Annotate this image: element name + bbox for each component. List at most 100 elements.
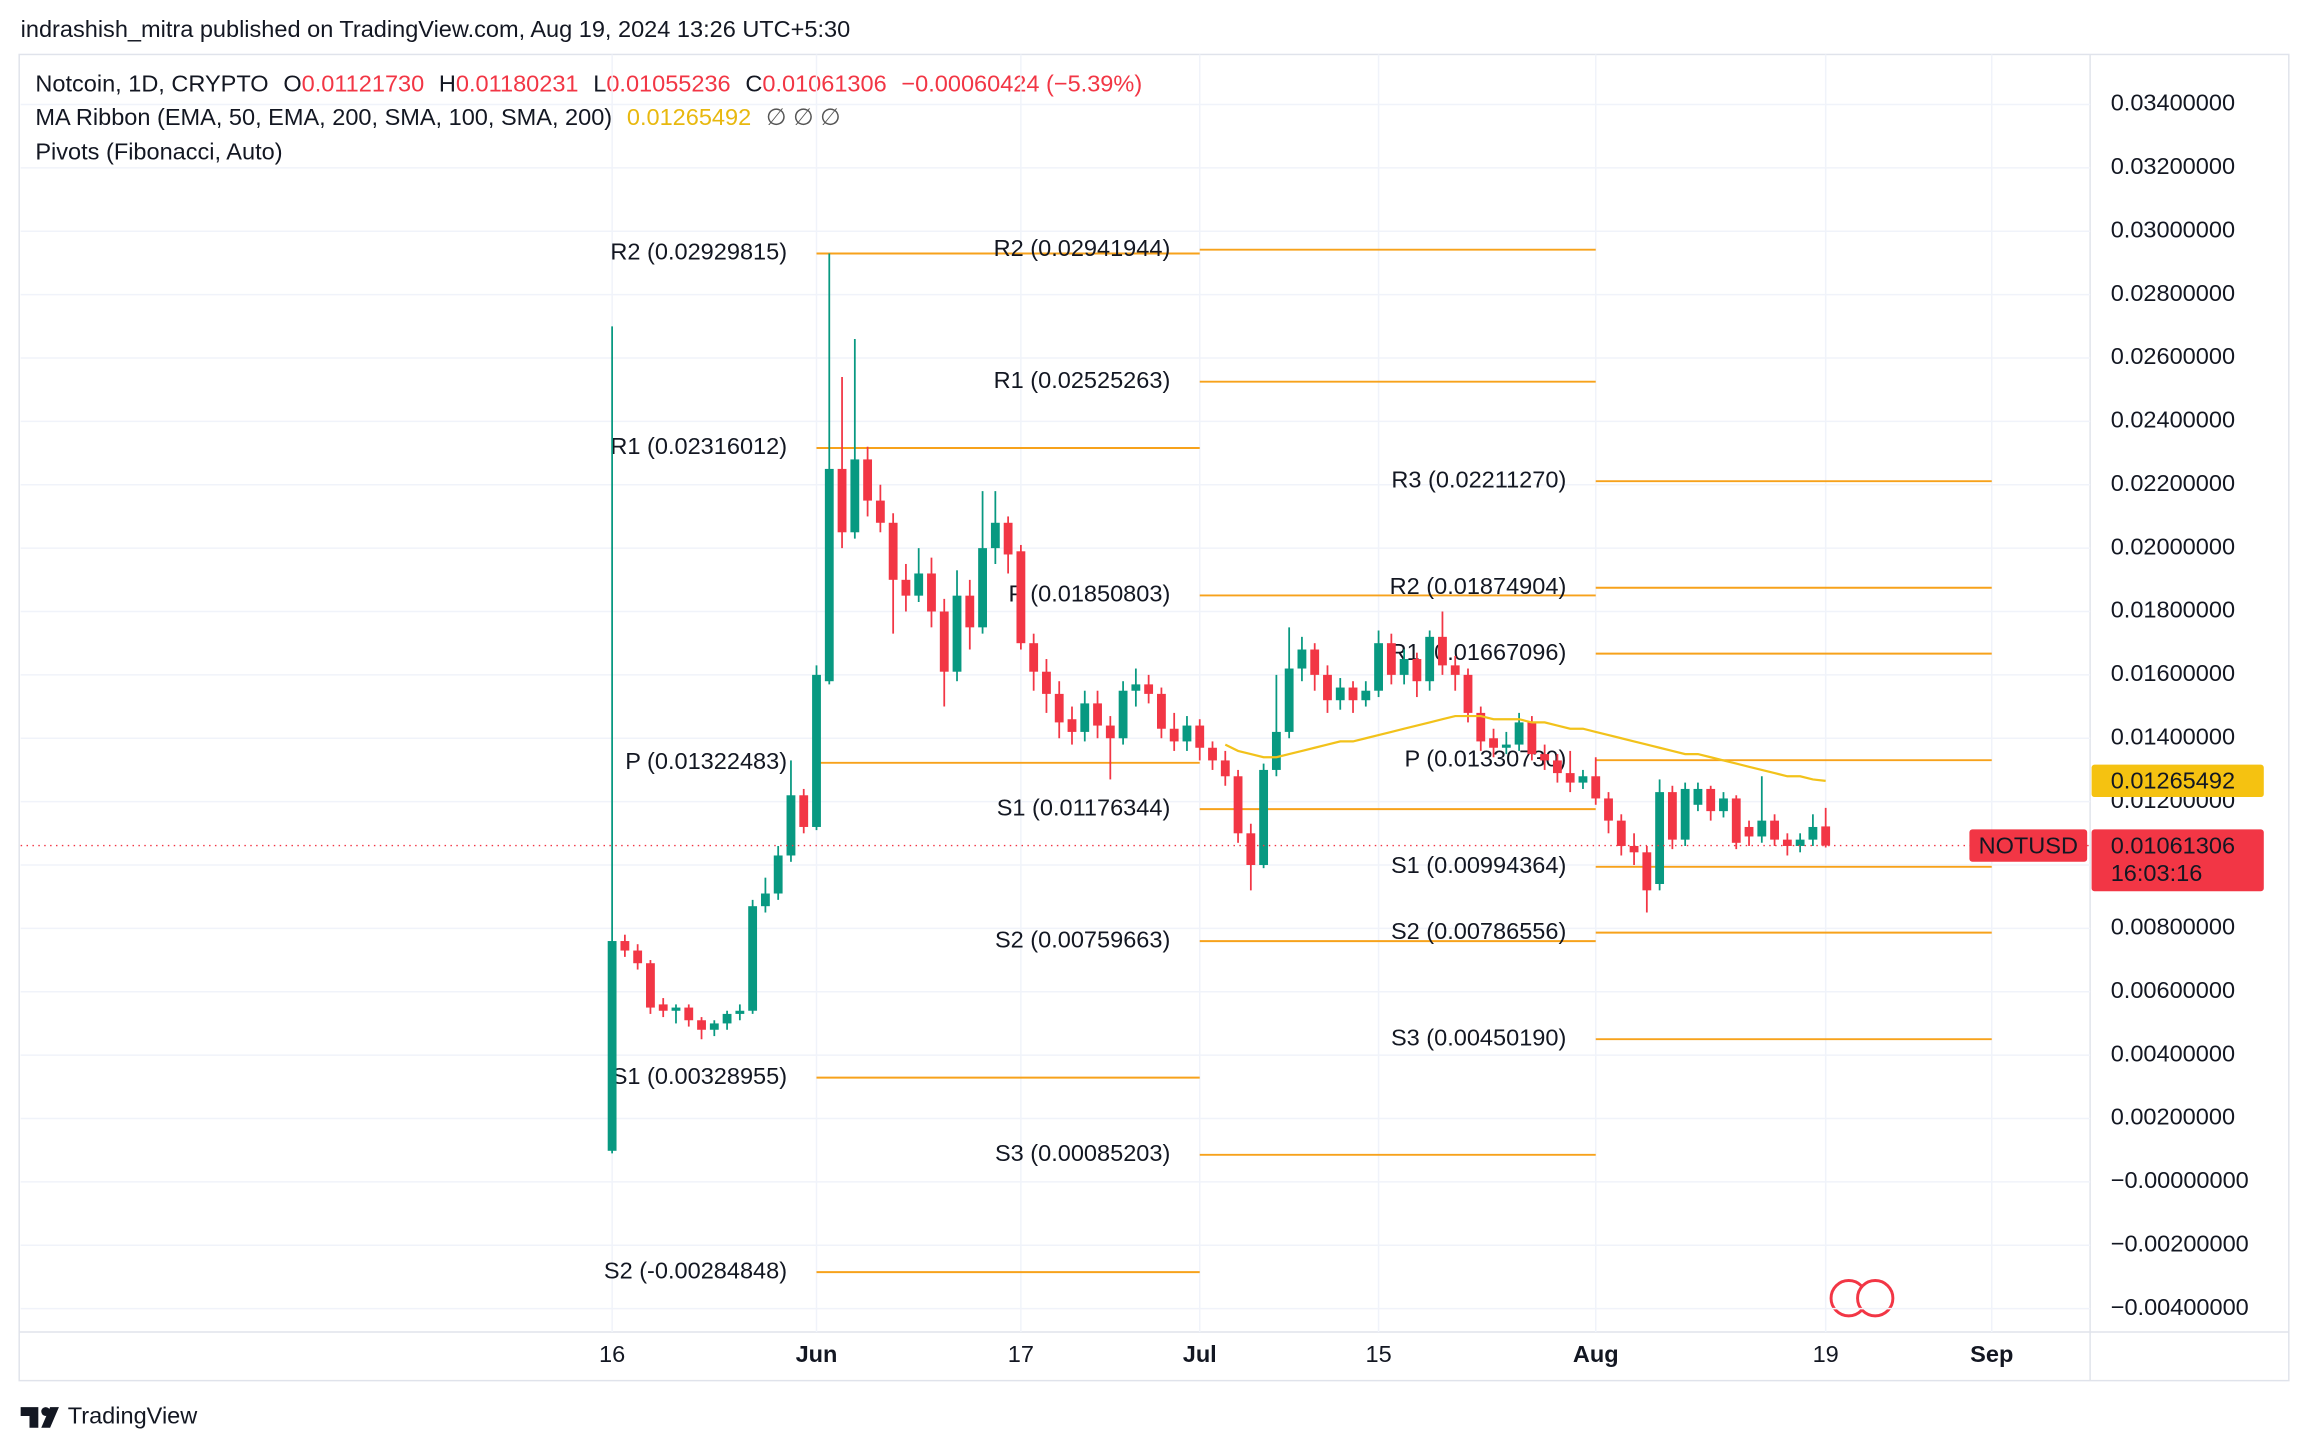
candle-body — [1489, 738, 1498, 748]
x-tick-label: Jul — [1183, 1341, 1217, 1367]
candle-body — [1093, 703, 1102, 726]
candle-body — [760, 893, 770, 907]
symbol: Notcoin, 1D, CRYPTO — [35, 71, 268, 97]
candle-body — [1220, 760, 1230, 777]
pivot-label: S1 (0.00328955) — [612, 1063, 787, 1089]
pivot-label: P (0.01330730) — [1404, 745, 1566, 771]
candle-body — [1348, 687, 1358, 701]
candle-body — [1246, 833, 1256, 865]
y-tick-label: 0.02000000 — [2111, 533, 2235, 559]
candle-body — [1425, 636, 1435, 682]
y-tick-label: 0.00200000 — [2111, 1104, 2235, 1130]
change: −0.00060424 (−5.39%) — [901, 71, 1142, 97]
y-tick-label: 0.00600000 — [2111, 977, 2235, 1003]
candle-body — [1233, 776, 1243, 834]
candle-body — [1042, 671, 1051, 694]
legend-ma: MA Ribbon (EMA, 50, EMA, 200, SMA, 100, … — [35, 104, 840, 130]
candle-body — [837, 468, 847, 533]
candle-body — [1514, 722, 1524, 745]
candle-body — [607, 941, 617, 1151]
ma-price-label: 0.01265492 — [2111, 768, 2235, 794]
candle-body — [773, 855, 783, 894]
ma-price-box — [2091, 764, 2264, 798]
candle-body — [1208, 747, 1217, 761]
pivot-label: R2 (0.02929815) — [610, 239, 787, 265]
pivot-label: S2 (0.00759663) — [995, 926, 1170, 952]
footer-brand: TradingView — [68, 1403, 198, 1429]
candle-body — [1782, 839, 1792, 846]
candle-body — [939, 611, 949, 672]
y-tick-label: −0.00400000 — [2111, 1294, 2249, 1320]
candle-body — [1297, 649, 1307, 669]
y-tick-label: 0.02800000 — [2111, 280, 2235, 306]
candle-body — [1616, 820, 1626, 846]
candle-body — [1476, 712, 1486, 742]
c-value: 0.01061306 — [762, 71, 886, 97]
candle-body — [1578, 776, 1588, 783]
y-tick-label: 0.01800000 — [2111, 597, 2235, 623]
candle-body — [1118, 690, 1128, 739]
candle-body — [1731, 798, 1741, 843]
pivot-label: S3 (0.00450190) — [1391, 1024, 1566, 1050]
candle-body — [978, 548, 987, 628]
candle-body — [1553, 760, 1562, 774]
h-value: 0.01180231 — [456, 71, 579, 97]
candle-body — [1655, 792, 1665, 885]
candle-body — [952, 595, 962, 672]
candle-body — [1808, 826, 1818, 840]
symbol-label: NOTUSD — [1979, 832, 2078, 858]
candle-body — [914, 573, 924, 596]
x-tick-label: Sep — [1970, 1341, 2013, 1367]
logo-dot — [41, 1407, 51, 1416]
candle-body — [1323, 674, 1332, 701]
candle-body — [1067, 719, 1077, 732]
candle-body — [646, 963, 655, 1008]
candle-body — [1591, 776, 1601, 799]
candle-body — [1029, 643, 1039, 672]
candle-body — [620, 941, 630, 951]
published-line: indrashish_mitra published on TradingVie… — [21, 16, 851, 42]
candle-body — [1642, 852, 1652, 891]
pivot-label: R2 (0.02941944) — [994, 235, 1171, 261]
y-tick-label: 0.03000000 — [2111, 216, 2235, 242]
candle-body — [1795, 839, 1805, 846]
candle-body — [875, 500, 885, 523]
candle-body — [1259, 769, 1269, 865]
candle-body — [633, 950, 643, 964]
candle-body — [1719, 798, 1728, 812]
candle-body — [1757, 820, 1767, 837]
candle-body — [1386, 643, 1396, 675]
ma-ribbon-line — [1224, 714, 1826, 782]
pivot-label: R3 (0.02211270) — [1391, 466, 1566, 492]
candle-body — [1003, 522, 1013, 555]
last-price-box — [2091, 829, 2264, 892]
candle-body — [1604, 798, 1613, 821]
pivot-label: S2 (0.00786556) — [1391, 918, 1566, 944]
l-value: 0.01055236 — [606, 71, 730, 97]
candle-body — [812, 674, 821, 827]
ma-value: 0.01265492 — [627, 104, 751, 130]
x-tick-label: 17 — [1008, 1341, 1034, 1367]
pivot-label: P (0.01850803) — [1008, 581, 1170, 607]
o-value: 0.01121730 — [302, 71, 425, 97]
pivot-label: S1 (0.00994364) — [1391, 852, 1566, 878]
last-price-label: 0.01061306 — [2111, 832, 2235, 858]
candle-body — [1565, 773, 1575, 783]
candle-body — [1144, 684, 1154, 694]
candle-body — [1169, 728, 1179, 742]
y-tick-label: 0.02600000 — [2111, 343, 2235, 369]
candle-body — [1284, 668, 1294, 732]
candle-body — [901, 579, 911, 596]
candle-body — [1821, 826, 1831, 846]
candle-body — [1693, 788, 1703, 805]
candle-body — [927, 573, 936, 612]
candle-body — [697, 1020, 706, 1030]
candle-body — [990, 522, 1000, 549]
candle-body — [863, 459, 873, 501]
candle-body — [1540, 754, 1550, 761]
pivot-label: P (0.01322483) — [625, 748, 787, 774]
candle-body — [1271, 731, 1281, 770]
h-label: H — [439, 71, 456, 97]
